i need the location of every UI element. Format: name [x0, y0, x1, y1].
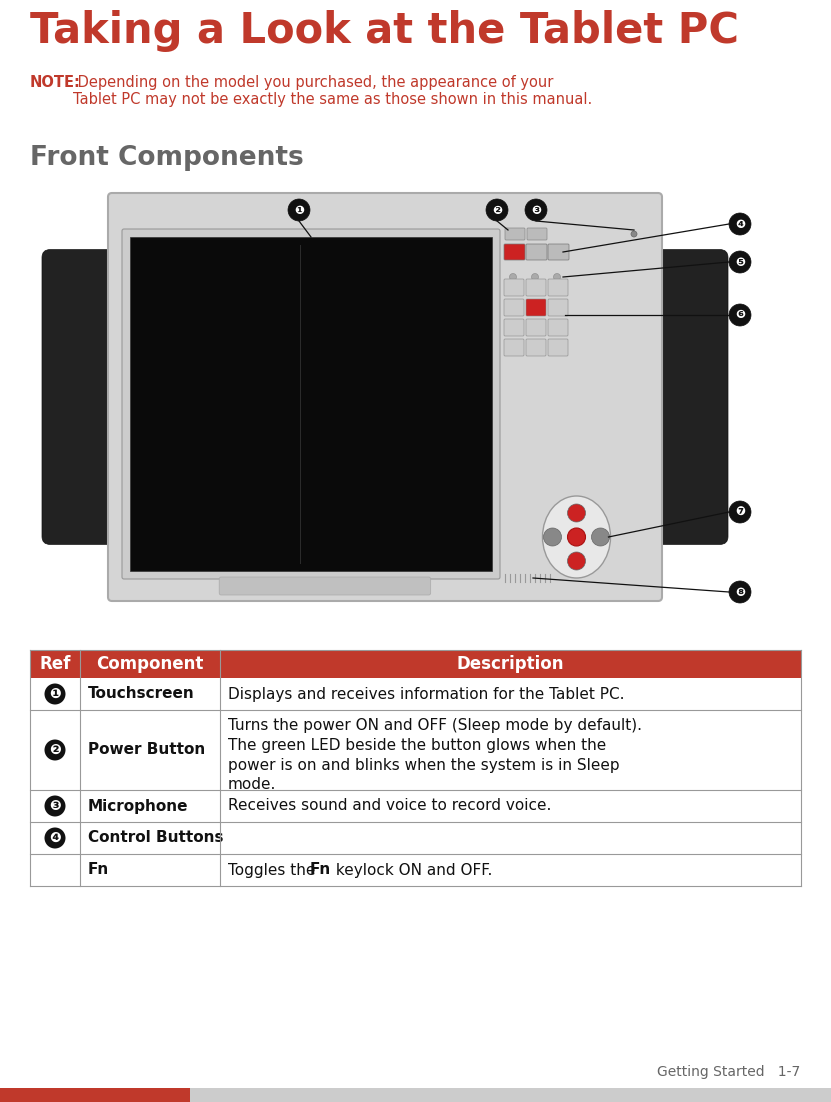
Text: ❷: ❷ — [49, 743, 61, 757]
Circle shape — [729, 581, 751, 603]
FancyBboxPatch shape — [526, 244, 547, 260]
FancyBboxPatch shape — [505, 228, 525, 240]
Text: Fn: Fn — [310, 863, 332, 877]
Circle shape — [45, 739, 66, 760]
Text: ❸: ❸ — [531, 204, 541, 216]
Circle shape — [729, 213, 751, 235]
FancyBboxPatch shape — [42, 249, 130, 544]
FancyBboxPatch shape — [548, 299, 568, 316]
Text: ❽: ❽ — [735, 585, 745, 598]
Circle shape — [486, 199, 508, 222]
Text: Description: Description — [457, 655, 564, 673]
Text: Power Button: Power Button — [88, 743, 205, 757]
Text: ❹: ❹ — [49, 831, 61, 845]
Circle shape — [45, 683, 66, 704]
FancyBboxPatch shape — [504, 339, 524, 356]
Circle shape — [631, 231, 637, 237]
Text: Fn: Fn — [88, 863, 109, 877]
Circle shape — [568, 552, 586, 570]
Text: ❺: ❺ — [735, 256, 745, 269]
Circle shape — [553, 273, 560, 281]
FancyBboxPatch shape — [108, 193, 662, 601]
FancyBboxPatch shape — [527, 228, 547, 240]
Circle shape — [729, 501, 751, 523]
Ellipse shape — [543, 496, 611, 579]
Text: Ref: Ref — [39, 655, 71, 673]
FancyBboxPatch shape — [548, 318, 568, 336]
Text: ❶: ❶ — [49, 687, 61, 701]
Text: Microphone: Microphone — [88, 799, 189, 813]
FancyBboxPatch shape — [219, 577, 430, 595]
FancyBboxPatch shape — [526, 339, 546, 356]
Circle shape — [729, 304, 751, 326]
Text: ❸: ❸ — [49, 799, 61, 813]
Text: Depending on the model you purchased, the appearance of your
Tablet PC may not b: Depending on the model you purchased, th… — [73, 75, 593, 107]
Bar — [0, 1088, 190, 1102]
FancyBboxPatch shape — [548, 279, 568, 296]
Circle shape — [509, 273, 517, 281]
Circle shape — [543, 528, 562, 545]
FancyBboxPatch shape — [122, 229, 500, 579]
Text: Taking a Look at the Tablet PC: Taking a Look at the Tablet PC — [30, 10, 739, 52]
Text: ❹: ❹ — [735, 217, 745, 230]
Circle shape — [592, 528, 609, 545]
Text: Touchscreen: Touchscreen — [88, 687, 194, 702]
FancyBboxPatch shape — [526, 299, 546, 316]
Text: NOTE:: NOTE: — [30, 75, 81, 90]
Circle shape — [525, 199, 547, 222]
Bar — [130, 237, 492, 571]
Text: Toggles the: Toggles the — [228, 863, 320, 877]
FancyBboxPatch shape — [548, 244, 569, 260]
Circle shape — [45, 796, 66, 817]
Circle shape — [532, 273, 538, 281]
Circle shape — [729, 251, 751, 273]
FancyBboxPatch shape — [548, 339, 568, 356]
FancyBboxPatch shape — [640, 249, 728, 544]
Text: ❷: ❷ — [492, 204, 502, 216]
Text: Control Buttons: Control Buttons — [88, 831, 224, 845]
FancyBboxPatch shape — [504, 244, 525, 260]
Text: Turns the power ON and OFF (Sleep mode by default).
The green LED beside the but: Turns the power ON and OFF (Sleep mode b… — [228, 719, 642, 792]
Circle shape — [568, 504, 586, 522]
Text: Front Components: Front Components — [30, 145, 304, 171]
Text: Component: Component — [96, 655, 204, 673]
Text: ❻: ❻ — [735, 309, 745, 322]
Text: Displays and receives information for the Tablet PC.: Displays and receives information for th… — [228, 687, 625, 702]
Bar — [30, 650, 801, 678]
Text: ❶: ❶ — [294, 204, 304, 216]
Text: Receives sound and voice to record voice.: Receives sound and voice to record voice… — [228, 799, 552, 813]
Circle shape — [568, 528, 586, 545]
FancyBboxPatch shape — [504, 279, 524, 296]
FancyBboxPatch shape — [526, 279, 546, 296]
Circle shape — [288, 199, 310, 222]
Text: keylock ON and OFF.: keylock ON and OFF. — [331, 863, 493, 877]
Text: ❼: ❼ — [735, 506, 745, 519]
Circle shape — [45, 828, 66, 849]
Text: Getting Started   1-7: Getting Started 1-7 — [656, 1065, 800, 1079]
FancyBboxPatch shape — [504, 299, 524, 316]
FancyBboxPatch shape — [504, 318, 524, 336]
Bar — [190, 1088, 831, 1102]
FancyBboxPatch shape — [526, 318, 546, 336]
